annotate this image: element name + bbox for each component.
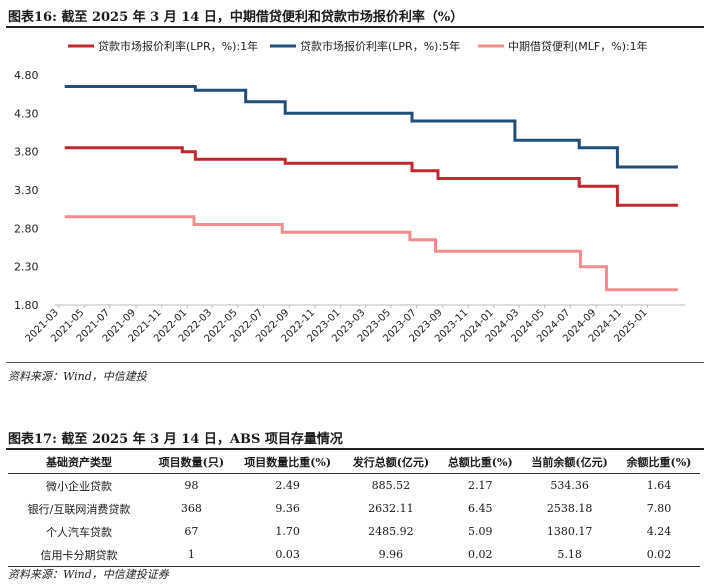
table-row: 银行/互联网消费贷款 368 9.36 2632.11 6.45 2538.18… bbox=[8, 497, 700, 520]
cell-project-count: 67 bbox=[184, 525, 199, 538]
cell-total-share: 2.17 bbox=[468, 479, 493, 492]
series-line-2 bbox=[64, 85, 678, 169]
abs-inventory-table: 基础资产类型 项目数量(只) 项目数量比重(%) 发行总额(亿元) 总额比重(%… bbox=[8, 451, 700, 567]
chart-bottom-rule bbox=[6, 362, 704, 363]
header-asset-type: 基础资产类型 bbox=[8, 451, 150, 474]
cell-issue-total: 2485.92 bbox=[368, 525, 414, 538]
cell-total-share: 0.02 bbox=[439, 543, 522, 567]
cell-project-share: 0.03 bbox=[232, 543, 343, 567]
figure-17-title: 图表17: 截至 2025 年 3 月 14 日，ABS 项目存量情况 bbox=[8, 432, 343, 447]
header-total-share: 总额比重(%) bbox=[439, 451, 522, 474]
cell-project-count: 368 bbox=[180, 502, 202, 515]
cell-asset-type: 微小企业贷款 bbox=[46, 479, 112, 493]
figure-17-source: 资料来源：Wind，中信建投证券 bbox=[8, 568, 169, 581]
y-tick-label: 3.30 bbox=[14, 184, 39, 197]
y-tick-label: 2.80 bbox=[14, 222, 39, 235]
legend-label: 贷款市场报价利率(LPR，%):5年 bbox=[300, 39, 460, 53]
y-tick-label: 3.80 bbox=[14, 146, 39, 159]
cell-balance-share: 0.02 bbox=[617, 543, 700, 567]
y-tick-label: 1.80 bbox=[14, 299, 39, 312]
cell-balance-share: 4.24 bbox=[646, 525, 672, 538]
cell-asset-type: 银行/互联网消费贷款 bbox=[27, 502, 131, 516]
y-tick-label: 4.30 bbox=[14, 107, 39, 120]
table-title-rule bbox=[6, 448, 704, 450]
cell-project-share: 2.49 bbox=[275, 479, 300, 492]
figure-16-title: 图表16: 截至 2025 年 3 月 14 日，中期借贷便利和贷款市场报价利率… bbox=[8, 10, 464, 25]
y-tick-label: 2.30 bbox=[14, 261, 39, 274]
series-line-3 bbox=[64, 215, 678, 292]
series-line-1 bbox=[64, 146, 678, 207]
cell-current-balance: 1380.17 bbox=[546, 525, 593, 538]
header-issue-total: 发行总额(亿元) bbox=[342, 451, 440, 474]
header-current-balance: 当前余额(亿元) bbox=[521, 451, 618, 474]
lpr-mlf-line-chart: 4.804.303.803.302.802.301.802021-032021-… bbox=[14, 39, 685, 345]
cell-project-share: 9.36 bbox=[275, 502, 300, 515]
table-row: 个人汽车贷款 67 1.70 2485.92 5.09 1380.17 4.24 bbox=[8, 520, 700, 543]
legend-label: 中期借贷便利(MLF，%):1年 bbox=[508, 39, 648, 53]
cell-project-share: 1.70 bbox=[275, 525, 300, 538]
cell-issue-total: 9.96 bbox=[342, 543, 440, 567]
y-tick-label: 4.80 bbox=[14, 69, 39, 82]
title-rule-top bbox=[6, 26, 704, 28]
cell-total-share: 5.09 bbox=[468, 525, 493, 538]
header-balance-share: 余额比重(%) bbox=[617, 451, 700, 474]
header-project-count: 项目数量(只) bbox=[150, 451, 233, 474]
cell-issue-total: 2632.11 bbox=[368, 502, 414, 515]
cell-current-balance: 534.36 bbox=[550, 479, 589, 492]
cell-current-balance: 5.18 bbox=[521, 543, 618, 567]
cell-balance-share: 7.80 bbox=[646, 502, 672, 515]
cell-asset-type: 个人汽车贷款 bbox=[46, 525, 112, 539]
table-header-row: 基础资产类型 项目数量(只) 项目数量比重(%) 发行总额(亿元) 总额比重(%… bbox=[8, 451, 700, 474]
legend-label: 贷款市场报价利率(LPR，%):1年 bbox=[98, 39, 258, 53]
cell-total-share: 6.45 bbox=[468, 502, 493, 515]
header-project-share: 项目数量比重(%) bbox=[232, 451, 343, 474]
cell-project-count: 98 bbox=[184, 479, 199, 492]
cell-project-count: 1 bbox=[150, 543, 233, 567]
cell-balance-share: 1.64 bbox=[646, 479, 672, 492]
cell-current-balance: 2538.18 bbox=[546, 502, 593, 515]
figure-16-source: 资料来源：Wind，中信建投 bbox=[8, 370, 147, 383]
table-row: 微小企业贷款 98 2.49 885.52 2.17 534.36 1.64 bbox=[8, 474, 700, 498]
table-row: 信用卡分期贷款 1 0.03 9.96 0.02 5.18 0.02 bbox=[8, 543, 700, 567]
cell-asset-type: 信用卡分期贷款 bbox=[8, 543, 150, 567]
cell-issue-total: 885.52 bbox=[371, 479, 411, 492]
